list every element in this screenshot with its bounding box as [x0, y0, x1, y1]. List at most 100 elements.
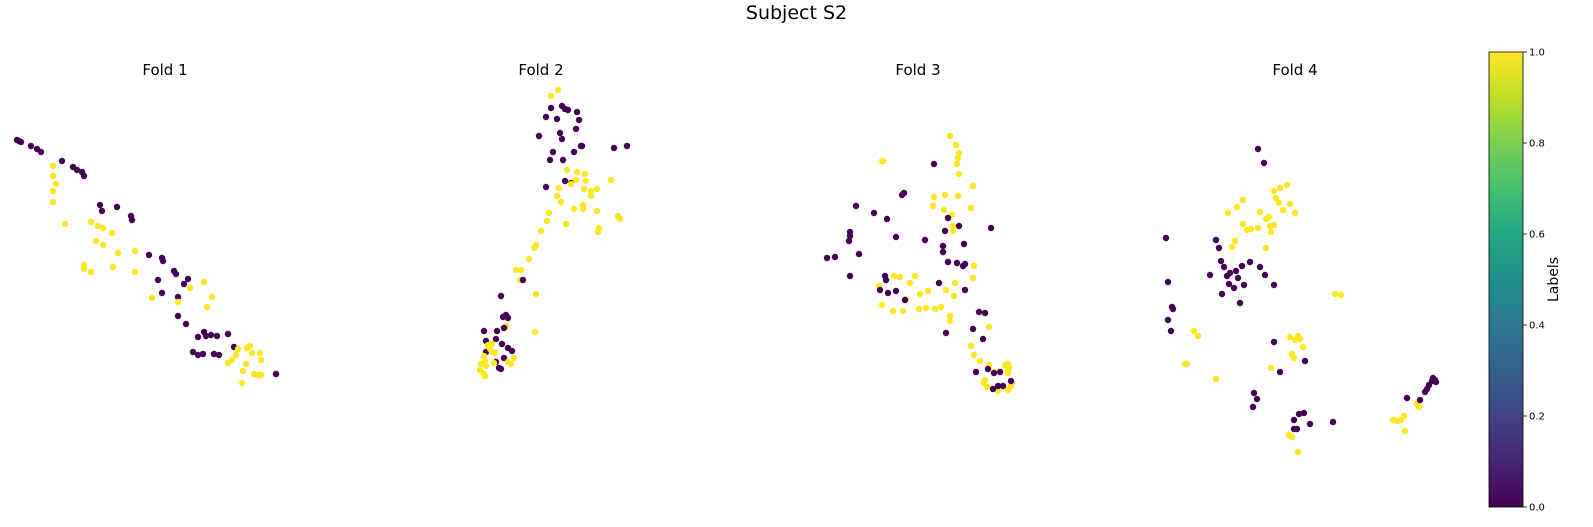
scatter-point-label-1 — [186, 284, 194, 292]
scatter-point-label-1 — [525, 255, 533, 263]
scatter-point-label-1 — [1288, 433, 1296, 441]
scatter-point-label-1 — [915, 305, 923, 313]
scatter-point-label-1 — [507, 360, 515, 368]
scatter-point-label-1 — [257, 371, 265, 379]
scatter-point-label-0 — [559, 156, 567, 164]
scatter-point-label-1 — [922, 304, 930, 312]
colorbar-label: Labels — [1546, 257, 1562, 302]
scatter-point-label-0 — [921, 236, 929, 244]
colorbar-gradient — [1488, 51, 1524, 508]
scatter-point-label-1 — [951, 279, 959, 287]
scatter-point-label-1 — [512, 266, 520, 274]
scatter-point-label-1 — [87, 268, 95, 276]
scatter-point-label-0 — [498, 340, 506, 348]
scatter-point-label-0 — [989, 385, 997, 393]
scatter-point-label-1 — [983, 383, 991, 391]
scatter-point-label-0 — [1290, 416, 1298, 424]
scatter-point-label-0 — [172, 270, 180, 278]
scatter-point-label-1 — [248, 349, 256, 357]
scatter-point-label-1 — [203, 303, 211, 311]
scatter-point-label-1 — [517, 266, 525, 274]
scatter-point-label-1 — [976, 357, 984, 365]
scatter-point-label-0 — [570, 148, 578, 156]
scatter-point-label-0 — [1403, 394, 1411, 402]
scatter-point-label-1 — [208, 293, 216, 301]
scatter-point-label-1 — [969, 274, 977, 282]
scatter-point-label-0 — [572, 125, 580, 133]
scatter-point-label-1 — [955, 170, 963, 178]
scatter-point-label-0 — [823, 254, 831, 262]
fold-panel-2: Fold 2 — [476, 61, 631, 380]
scatter-point-label-1 — [1254, 224, 1262, 232]
scatter-point-label-1 — [80, 265, 88, 273]
scatter-point-label-0 — [845, 237, 853, 245]
scatter-point-label-0 — [184, 275, 192, 283]
scatter-point-label-0 — [224, 330, 232, 338]
scatter-point-label-1 — [582, 177, 590, 185]
scatter-point-label-0 — [1217, 257, 1225, 265]
scatter-point-label-0 — [1220, 263, 1228, 271]
scatter-point-label-1 — [929, 202, 937, 210]
scatter-point-label-1 — [1283, 181, 1291, 189]
scatter-point-label-0 — [213, 332, 221, 340]
scatter-point-label-0 — [942, 329, 950, 337]
scatter-point-label-1 — [1272, 194, 1280, 202]
scatter-point-label-1 — [562, 220, 570, 228]
scatter-point-label-0 — [480, 327, 488, 335]
panel-title: Fold 2 — [518, 61, 563, 79]
scatter-point-label-0 — [1253, 395, 1261, 403]
scatter-point-label-0 — [199, 350, 207, 358]
scatter-point-label-0 — [1169, 305, 1177, 313]
scatter-point-label-0 — [1329, 418, 1337, 426]
scatter-point-label-1 — [477, 360, 485, 368]
scatter-point-label-0 — [1007, 377, 1015, 385]
scatter-point-label-0 — [855, 250, 863, 258]
scatter-point-label-0 — [987, 224, 995, 232]
scatter-point-label-0 — [1301, 357, 1309, 365]
scatter-point-label-0 — [1261, 271, 1269, 279]
scatter-point-label-1 — [531, 328, 539, 336]
figure-title: Subject S2 — [745, 2, 848, 24]
scatter-point-label-1 — [969, 182, 977, 190]
scatter-point-label-0 — [961, 286, 969, 294]
scatter-point-label-0 — [542, 113, 550, 121]
scatter-point-label-1 — [482, 362, 490, 370]
scatter-point-label-0 — [1249, 403, 1257, 411]
scatter-point-label-0 — [508, 347, 516, 355]
scatter-point-label-1 — [953, 160, 961, 168]
scatter-point-label-1 — [1256, 208, 1264, 216]
scatter-point-label-1 — [553, 192, 561, 200]
scatter-point-label-0 — [1300, 409, 1308, 417]
scatter-point-label-0 — [154, 276, 162, 284]
scatter-point-label-1 — [1290, 354, 1298, 362]
colorbar-tick-label: 0.0 — [1529, 503, 1545, 514]
scatter-point-label-0 — [944, 258, 952, 266]
scatter-point-label-1 — [1279, 206, 1287, 214]
scatter-point-label-0 — [1212, 236, 1220, 244]
scatter-point-label-0 — [876, 286, 884, 294]
scatter-point-label-1 — [1337, 291, 1345, 299]
scatter-point-label-0 — [901, 296, 909, 304]
scatter-point-label-0 — [27, 142, 35, 150]
scatter-point-label-1 — [896, 273, 904, 281]
scatter-point-label-0 — [1164, 316, 1172, 324]
scatter-point-label-1 — [1400, 412, 1408, 420]
scatter-point-label-0 — [883, 215, 891, 223]
scatter-point-label-0 — [202, 332, 210, 340]
scatter-point-label-1 — [545, 209, 553, 217]
scatter-point-label-1 — [532, 290, 540, 298]
scatter-point-label-1 — [950, 292, 958, 300]
scatter-point-label-1 — [1291, 209, 1299, 217]
scatter-point-label-1 — [99, 241, 107, 249]
scatter-point-label-1 — [488, 340, 496, 348]
scatter-point-label-1 — [1228, 243, 1236, 251]
scatter-point-label-0 — [564, 106, 572, 114]
scatter-point-label-1 — [257, 356, 265, 364]
scatter-point-label-1 — [1194, 332, 1202, 340]
scatter-point-label-1 — [573, 168, 581, 176]
scatter-point-label-1 — [238, 379, 246, 387]
panel-title: Fold 4 — [1272, 61, 1317, 79]
scatter-point-label-1 — [942, 286, 950, 294]
scatter-point-label-1 — [543, 217, 551, 225]
scatter-point-label-1 — [1267, 364, 1275, 372]
